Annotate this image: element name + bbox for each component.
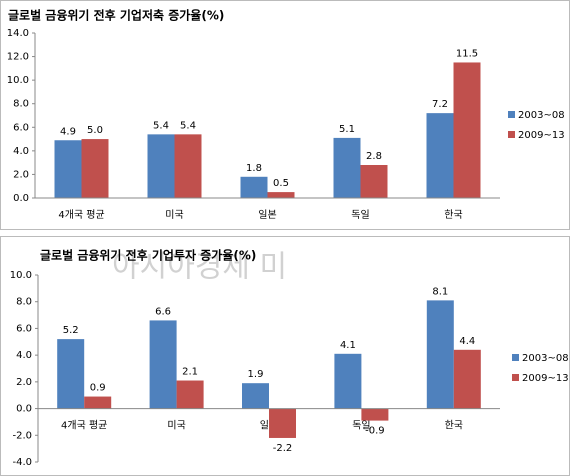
- value-label: 1.9: [248, 369, 264, 380]
- bar: [240, 176, 268, 198]
- bar: [149, 320, 177, 409]
- value-label: 4.4: [459, 336, 475, 347]
- legend-label: 2009~13: [518, 130, 565, 141]
- bar: [453, 349, 481, 409]
- y-tick-label: 4.0: [16, 350, 32, 361]
- bar: [84, 396, 112, 409]
- value-label: 1.8: [246, 163, 262, 174]
- x-tick-label: 독일: [351, 209, 369, 221]
- bar: [333, 137, 361, 198]
- value-label: 5.4: [180, 120, 196, 131]
- bar: [426, 300, 454, 409]
- legend-swatch: [508, 131, 515, 138]
- bar: [81, 139, 109, 198]
- value-label: 8.1: [432, 286, 448, 297]
- legend-label: 2003~08: [518, 110, 565, 121]
- bar: [334, 353, 362, 409]
- value-label: 7.2: [432, 99, 448, 110]
- value-label: 5.2: [63, 325, 79, 336]
- y-tick-label: 12.0: [7, 52, 29, 63]
- bar: [267, 192, 295, 198]
- legend-label: 2003~08: [522, 353, 569, 364]
- bar: [361, 408, 389, 421]
- y-tick-label: 10.0: [10, 270, 32, 281]
- chart-title: 글로벌 금융위기 전후 기업저축 증가율(%): [8, 8, 224, 23]
- bar: [54, 140, 82, 198]
- y-tick-label: 14.0: [7, 28, 29, 39]
- value-label: 5.4: [153, 120, 169, 131]
- y-tick-label: 6.0: [16, 323, 32, 334]
- legend-label: 2009~13: [522, 373, 569, 384]
- y-tick-label: 2.0: [13, 169, 29, 180]
- bar: [174, 134, 202, 198]
- y-tick-label: -4.0: [12, 457, 32, 468]
- watermark: 아시아경제 미: [112, 250, 287, 285]
- x-tick-label: 4개국 평균: [58, 209, 104, 221]
- bar: [269, 408, 296, 438]
- x-tick-label: 4개국 평균: [61, 420, 107, 432]
- bar: [57, 339, 85, 409]
- value-label: 4.9: [60, 126, 76, 137]
- legend-swatch: [508, 111, 515, 118]
- value-label: 11.5: [456, 48, 478, 59]
- legend-swatch: [512, 354, 519, 361]
- value-label: 5.0: [87, 125, 103, 136]
- bar: [360, 165, 388, 198]
- chart-title: 글로벌 금융위기 전후 기업투자 증가율(%): [40, 248, 256, 263]
- bar: [453, 62, 481, 198]
- y-tick-label: 8.0: [16, 297, 32, 308]
- y-tick-label: 8.0: [13, 99, 29, 110]
- value-label: 0.5: [273, 178, 289, 189]
- bar: [147, 134, 175, 198]
- value-label: 5.1: [339, 124, 355, 135]
- y-tick-label: 2.0: [16, 377, 32, 388]
- x-tick-label: 한국: [445, 420, 463, 432]
- x-tick-label: 한국: [444, 209, 462, 221]
- legend-swatch: [512, 374, 519, 381]
- x-tick-label: 미국: [165, 209, 183, 221]
- value-label: 2.1: [182, 367, 198, 378]
- x-tick-label: 미국: [167, 420, 185, 432]
- value-label: -2.2: [273, 443, 293, 454]
- value-label: 0.9: [90, 383, 106, 394]
- y-tick-label: 0.0: [13, 193, 29, 204]
- x-tick-label: 독일: [352, 420, 370, 432]
- y-tick-label: 6.0: [13, 122, 29, 133]
- bar: [176, 380, 204, 409]
- value-label: 4.1: [340, 340, 356, 351]
- y-tick-label: -2.0: [12, 430, 32, 441]
- value-label: -0.9: [365, 426, 385, 437]
- value-label: 2.8: [366, 151, 382, 162]
- bar: [426, 113, 454, 198]
- value-label: 6.6: [155, 306, 171, 317]
- y-tick-label: 0.0: [16, 404, 32, 415]
- bar: [242, 383, 269, 409]
- y-tick-label: 10.0: [7, 75, 29, 86]
- x-tick-label: 일본: [258, 209, 276, 221]
- y-tick-label: 4.0: [13, 146, 29, 157]
